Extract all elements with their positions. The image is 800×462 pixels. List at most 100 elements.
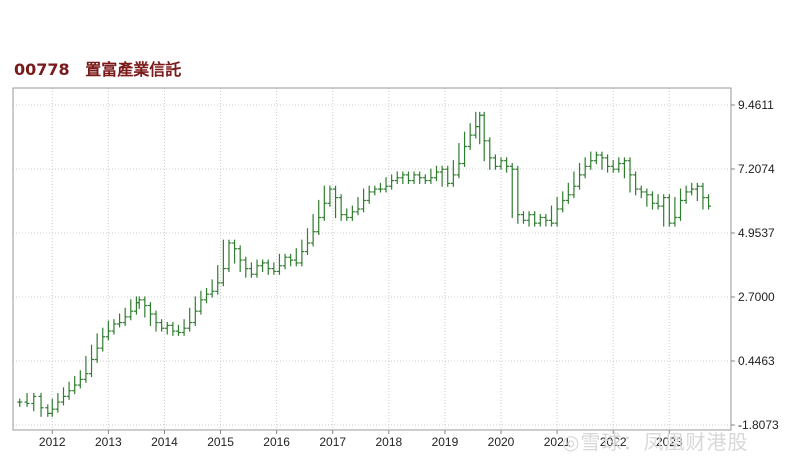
price-bar xyxy=(260,259,266,273)
y-tick-label: -1.8073 xyxy=(738,418,779,432)
x-tick-label: 2023 xyxy=(656,435,683,449)
price-bar xyxy=(498,157,504,170)
price-bar xyxy=(661,194,667,227)
price-bar xyxy=(526,211,532,227)
price-bar xyxy=(49,398,55,417)
price-bar xyxy=(678,188,684,221)
price-bar xyxy=(694,182,700,202)
x-tick-label: 2019 xyxy=(432,435,459,449)
price-bar xyxy=(565,182,571,204)
price-bar xyxy=(105,320,111,341)
price-bar xyxy=(45,404,51,417)
x-tick-label: 2015 xyxy=(207,435,234,449)
price-bar xyxy=(100,327,106,352)
price-bar xyxy=(344,208,350,221)
y-tick-label: 2.7000 xyxy=(738,290,775,304)
price-bar xyxy=(417,171,423,184)
price-bar xyxy=(232,239,238,264)
price-bar xyxy=(254,259,260,278)
price-bar xyxy=(473,111,479,139)
price-bar xyxy=(532,211,538,227)
price-bar xyxy=(310,214,316,247)
price-bar xyxy=(582,157,588,179)
price-bar xyxy=(537,214,543,227)
watermark: ◎雪球：凤凰财港股 xyxy=(562,430,749,454)
price-bar xyxy=(147,302,153,326)
price-bar xyxy=(153,310,159,332)
price-bar xyxy=(577,162,583,190)
price-bar xyxy=(549,205,554,227)
price-bar xyxy=(89,344,95,378)
price-bar xyxy=(644,188,650,207)
price-bar xyxy=(237,245,243,273)
stock-title: 00778 置富產業信託 xyxy=(14,56,181,80)
price-bar xyxy=(299,239,305,267)
price-bar xyxy=(282,253,288,270)
price-bar xyxy=(520,211,526,224)
price-bar xyxy=(706,194,712,210)
price-bar xyxy=(198,290,204,315)
price-bar xyxy=(389,174,395,190)
price-bar xyxy=(627,157,633,193)
price-bar xyxy=(209,279,215,298)
price-bar xyxy=(372,185,378,196)
price-bar xyxy=(672,197,678,227)
price-bar xyxy=(683,185,689,204)
x-tick-label: 2018 xyxy=(375,435,402,449)
price-bar xyxy=(265,259,271,275)
price-bars xyxy=(17,111,712,417)
price-bar xyxy=(192,296,198,326)
price-bar xyxy=(159,319,165,332)
price-bar xyxy=(243,256,249,278)
price-bar xyxy=(55,392,61,413)
price-bar xyxy=(700,182,706,210)
price-bar xyxy=(422,174,428,184)
price-bar xyxy=(60,387,66,406)
price-bar xyxy=(445,165,451,187)
price-bar xyxy=(599,151,605,170)
y-tick-label: 7.2074 xyxy=(738,162,775,176)
price-bar xyxy=(638,185,644,199)
price-bar xyxy=(477,111,483,145)
price-bar xyxy=(515,165,521,224)
price-bar xyxy=(666,194,672,227)
price-bar xyxy=(456,143,462,179)
price-bar xyxy=(361,188,367,213)
price-bar xyxy=(226,239,232,273)
price-bar xyxy=(571,171,577,199)
price-bar xyxy=(38,392,44,417)
price-bar xyxy=(31,392,37,412)
price-bar xyxy=(111,319,117,335)
x-tick-label: 2020 xyxy=(488,435,515,449)
price-bar xyxy=(394,171,400,184)
x-tick-label: 2022 xyxy=(600,435,627,449)
price-bar xyxy=(405,171,411,184)
price-bar xyxy=(338,194,344,221)
price-bar xyxy=(333,185,339,219)
price-bar xyxy=(621,157,627,179)
price-bar xyxy=(288,253,294,267)
price-bar xyxy=(128,299,134,321)
price-bar xyxy=(462,131,468,167)
price-bar xyxy=(610,160,616,173)
x-tick-label: 2017 xyxy=(319,435,346,449)
price-bar xyxy=(181,319,187,336)
y-tick-label: 0.4463 xyxy=(738,354,775,368)
price-bar xyxy=(349,205,355,221)
price-bar xyxy=(83,356,89,383)
price-bar xyxy=(164,321,170,335)
price-bar xyxy=(383,177,389,193)
price-bar xyxy=(487,137,493,170)
price-bar xyxy=(492,154,498,170)
price-bar xyxy=(377,182,383,193)
y-axis-ticks: 9.4611 7.2074 4.9537 2.7000 0.4463 -1.8073 xyxy=(731,98,779,432)
price-bar xyxy=(72,375,78,395)
price-bar xyxy=(215,265,221,295)
y-tick-label: 9.4611 xyxy=(738,98,774,112)
price-bar xyxy=(616,157,622,173)
y-tick-label: 4.9537 xyxy=(738,226,775,240)
price-bar xyxy=(554,197,560,227)
price-bar xyxy=(504,157,510,173)
price-bar xyxy=(136,296,142,309)
